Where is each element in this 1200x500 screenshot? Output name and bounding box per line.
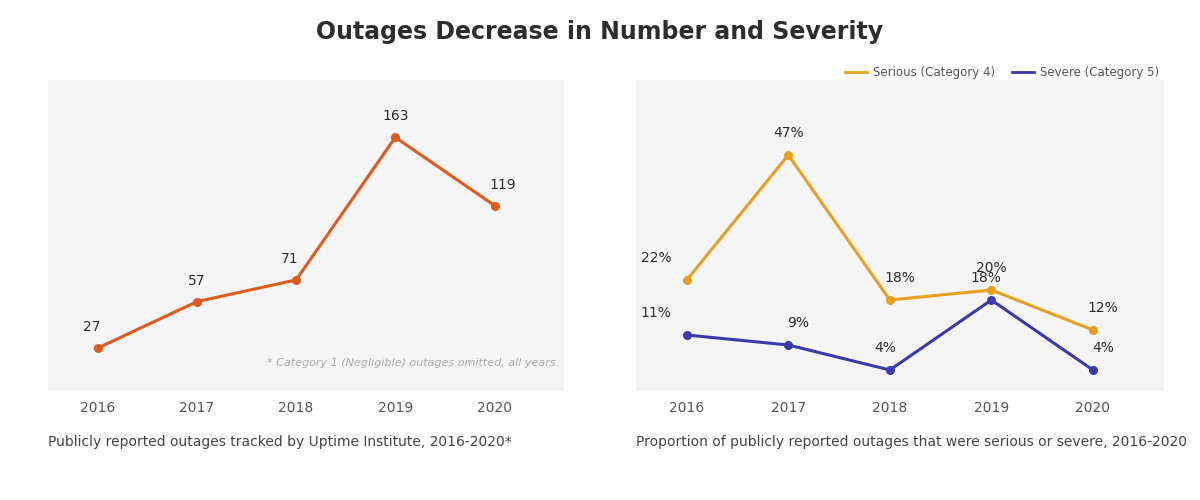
Text: 22%: 22% — [641, 251, 672, 265]
Point — [881, 366, 900, 374]
Text: 163: 163 — [382, 110, 408, 124]
Point — [485, 202, 504, 209]
Point — [287, 276, 306, 284]
Point — [677, 331, 696, 339]
Point — [1084, 366, 1103, 374]
Text: * Category 1 (Negligible) outages omitted, all years.: * Category 1 (Negligible) outages omitte… — [266, 358, 559, 368]
Text: 20%: 20% — [976, 261, 1007, 275]
Text: 18%: 18% — [884, 271, 916, 285]
Text: 47%: 47% — [773, 126, 804, 140]
Text: 71: 71 — [281, 252, 299, 266]
Text: 27: 27 — [83, 320, 101, 334]
Point — [982, 286, 1001, 294]
Text: Publicly reported outages tracked by Uptime Institute, 2016-2020*: Publicly reported outages tracked by Upt… — [48, 435, 511, 449]
Text: 11%: 11% — [641, 306, 672, 320]
Text: Proportion of publicly reported outages that were serious or severe, 2016-2020: Proportion of publicly reported outages … — [636, 435, 1187, 449]
Text: 12%: 12% — [1087, 301, 1118, 315]
Point — [982, 296, 1001, 304]
Text: 4%: 4% — [874, 341, 895, 355]
Point — [187, 298, 206, 306]
Point — [779, 151, 798, 159]
Text: 9%: 9% — [787, 316, 810, 330]
Point — [677, 276, 696, 284]
Point — [385, 134, 404, 141]
Text: 4%: 4% — [1092, 341, 1114, 355]
Text: 119: 119 — [490, 178, 516, 192]
Legend: Serious (Category 4), Severe (Category 5): Serious (Category 4), Severe (Category 5… — [841, 61, 1163, 84]
Text: 18%: 18% — [971, 271, 1002, 285]
Point — [1084, 326, 1103, 334]
Text: Outages Decrease in Number and Severity: Outages Decrease in Number and Severity — [317, 20, 883, 44]
Point — [881, 296, 900, 304]
Point — [88, 344, 107, 352]
Text: 57: 57 — [188, 274, 205, 287]
Point — [779, 341, 798, 349]
